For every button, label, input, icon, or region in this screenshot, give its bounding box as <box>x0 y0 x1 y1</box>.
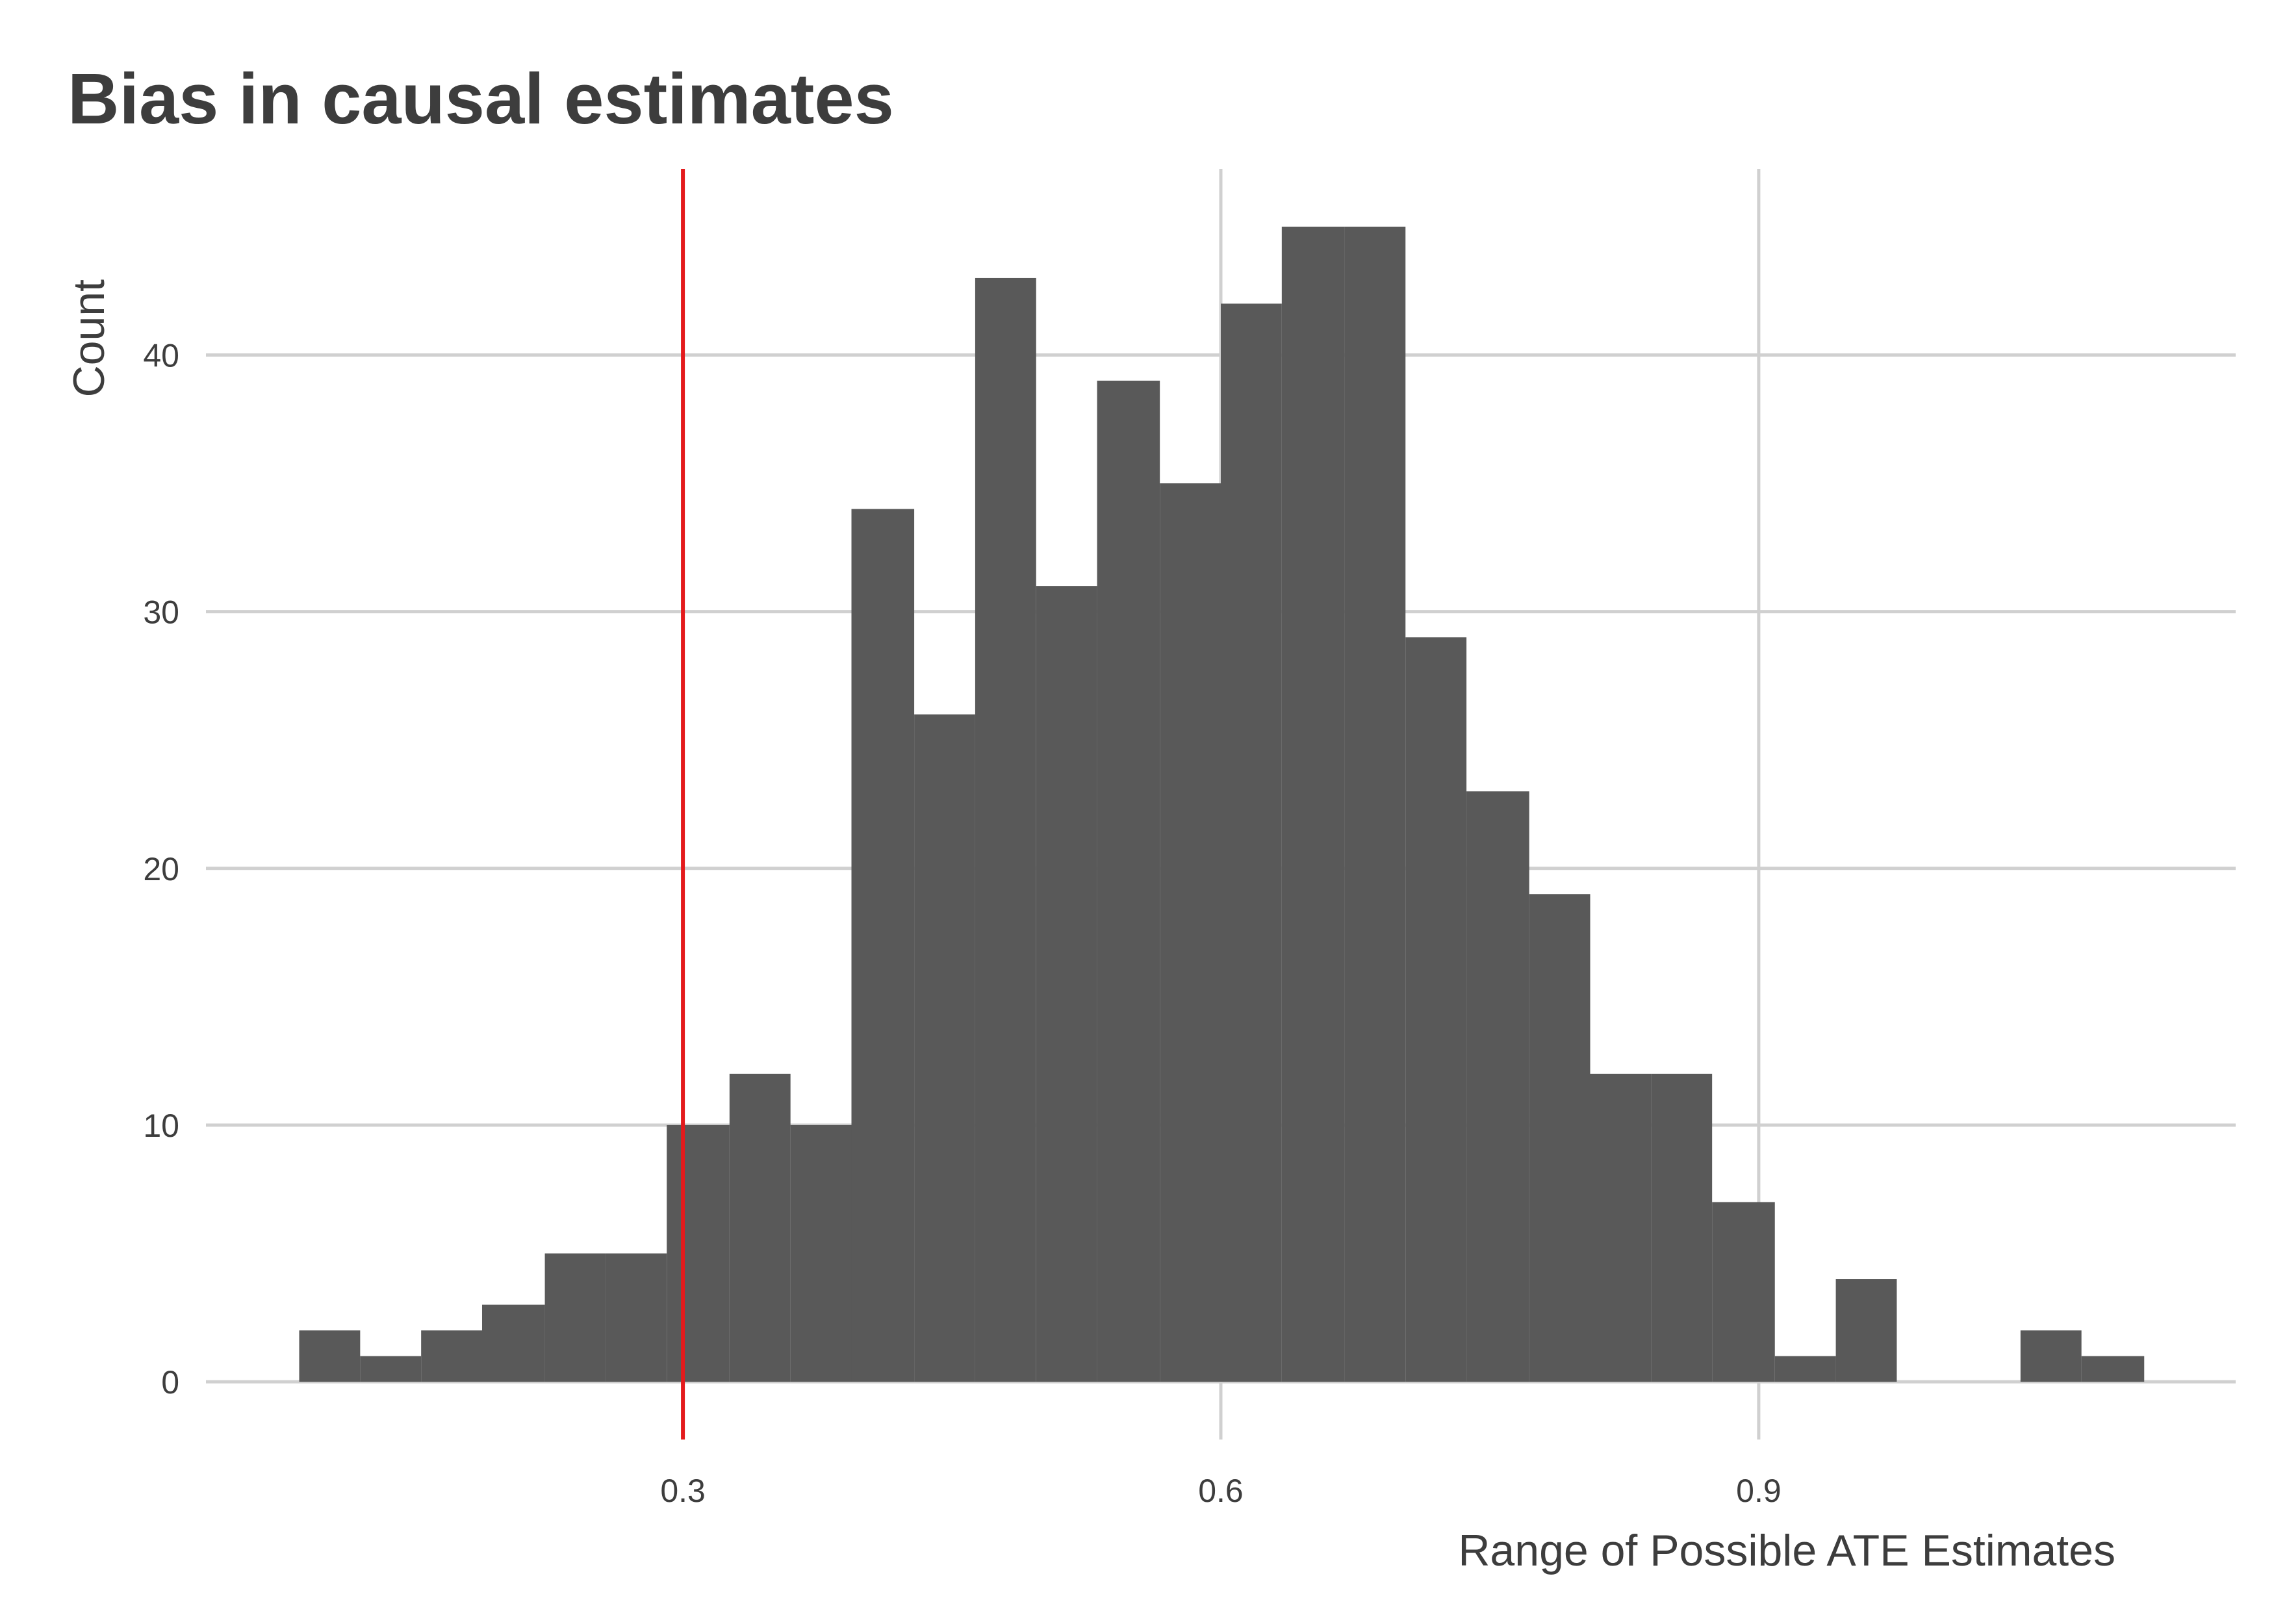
bar <box>1405 637 1467 1382</box>
bar <box>1036 586 1097 1382</box>
y-tick-label: 30 <box>143 594 179 631</box>
bar <box>481 1304 545 1382</box>
y-axis-title: Count <box>64 279 114 398</box>
bar <box>1712 1202 1775 1382</box>
bar <box>299 1330 361 1382</box>
x-axis-title: Range of Possible ATE Estimates <box>1458 1526 2115 1575</box>
bar <box>606 1253 667 1382</box>
chart-title: Bias in causal estimates <box>68 59 894 139</box>
bar <box>975 277 1036 1382</box>
bar <box>1529 894 1591 1382</box>
bar <box>1160 483 1221 1382</box>
bar <box>1344 226 1406 1382</box>
bar <box>914 714 975 1382</box>
bar <box>1774 1356 1836 1382</box>
bar <box>851 509 915 1382</box>
y-tick-label: 40 <box>143 337 179 374</box>
bar <box>1281 226 1345 1382</box>
bar <box>1651 1073 1713 1382</box>
x-tick-label: 0.9 <box>1736 1473 1782 1509</box>
bar <box>360 1356 422 1382</box>
bar <box>1466 791 1529 1382</box>
bar <box>2020 1330 2082 1382</box>
bar <box>2081 1356 2145 1382</box>
bar <box>790 1124 852 1382</box>
bar <box>1097 381 1160 1382</box>
y-tick-label: 10 <box>143 1108 179 1144</box>
y-tick-label: 0 <box>161 1364 179 1401</box>
bar <box>544 1253 606 1382</box>
x-tick-label: 0.3 <box>660 1473 706 1509</box>
bar <box>421 1330 482 1382</box>
bar <box>1835 1279 1897 1382</box>
bar <box>1221 303 1282 1382</box>
x-tick-label: 0.6 <box>1198 1473 1244 1509</box>
bar <box>729 1073 791 1382</box>
y-tick-label: 20 <box>143 851 179 887</box>
bar <box>667 1124 730 1382</box>
bar <box>1590 1073 1652 1382</box>
